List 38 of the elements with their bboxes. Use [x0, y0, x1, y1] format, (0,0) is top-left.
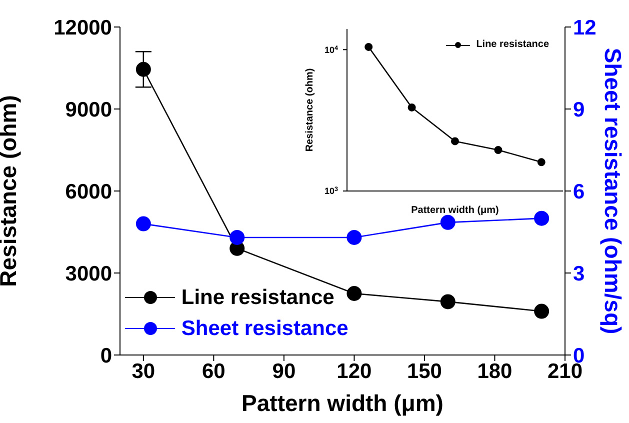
point — [136, 216, 151, 232]
legend-label: Line resistance — [181, 286, 334, 309]
point — [136, 62, 151, 77]
point — [534, 210, 550, 226]
x-tick-label: 150 — [406, 360, 442, 383]
point — [408, 103, 416, 112]
y-tick-label: 10$^{4}$ — [324, 44, 338, 55]
x-tick-label: 30 — [132, 360, 156, 383]
y-axis-title: Resistance (ohm) — [304, 68, 316, 152]
y2-tick-label: 3 — [573, 262, 585, 286]
point — [364, 42, 373, 51]
x-axis-title: Pattern width (μm) — [242, 390, 444, 416]
x-tick-label: 90 — [272, 360, 296, 383]
point — [537, 158, 546, 166]
point — [534, 304, 550, 319]
point — [346, 286, 362, 301]
point — [451, 137, 459, 146]
y-tick-label: 10$^{3}$ — [324, 186, 338, 196]
y2-tick-label: 9 — [573, 98, 585, 122]
y-tick-label: 0 — [100, 344, 112, 368]
y-tick-label: 6000 — [65, 180, 112, 204]
legend-label: Line resistance — [476, 39, 549, 50]
y2-tick-label: 12 — [573, 16, 596, 40]
point — [440, 214, 456, 230]
y-tick-label: 12000 — [54, 16, 112, 40]
point — [494, 146, 502, 154]
y2-tick-label: 6 — [573, 180, 585, 204]
y2-axis-title: Sheet resistance (ohm/sq) — [600, 48, 626, 334]
x-tick-label: 120 — [336, 360, 372, 383]
y-tick-label: 3000 — [65, 262, 112, 286]
x-axis-title: Pattern width (μm) — [411, 205, 499, 216]
x-tick-label: 60 — [202, 360, 226, 383]
legend-label: Sheet resistance — [181, 317, 348, 340]
y-tick-label: 9000 — [65, 98, 112, 122]
x-tick-label: 180 — [477, 360, 512, 383]
point — [440, 294, 456, 310]
point — [346, 230, 362, 245]
point — [230, 230, 245, 245]
